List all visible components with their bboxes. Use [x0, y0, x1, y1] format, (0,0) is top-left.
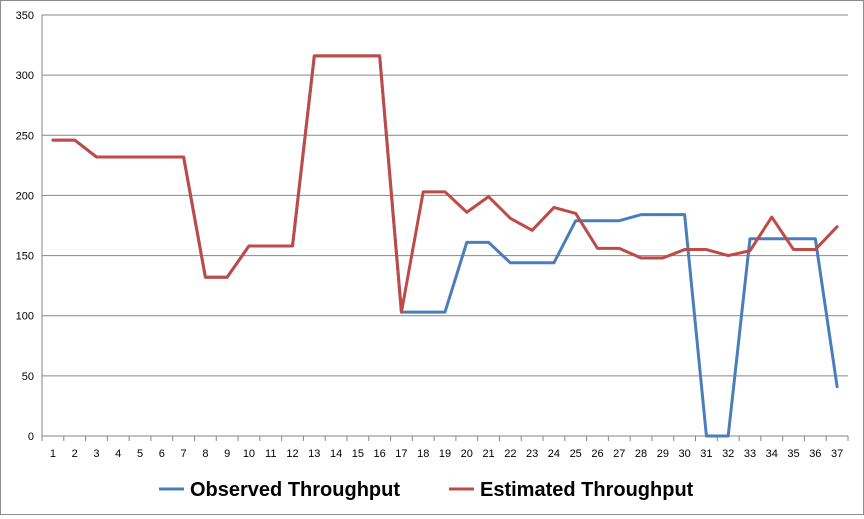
- x-tick-label: 18: [417, 448, 429, 460]
- y-tick-label: 200: [16, 190, 34, 202]
- x-tick-label: 29: [657, 448, 669, 460]
- x-tick-label: 16: [374, 448, 386, 460]
- y-axis-tick-labels: 0 50 100 150 200 250 300 350: [16, 10, 34, 443]
- x-tick-label: 24: [548, 448, 560, 460]
- x-tick-label: 20: [461, 448, 473, 460]
- x-tick-label: 2: [72, 448, 78, 460]
- x-tick-label: 4: [115, 448, 121, 460]
- x-tick-label: 6: [159, 448, 165, 460]
- x-tick-label: 36: [809, 448, 821, 460]
- y-tick-label: 50: [22, 371, 34, 383]
- x-tick-label: 15: [352, 448, 364, 460]
- x-axis-tick-labels: 1 2 3 4 5 6 7 8 9 10 11 12 13 14 15 16 17 18 19 20 21 22 23 24 2…: [50, 448, 843, 460]
- x-tick-label: 11: [265, 448, 276, 460]
- x-tick-label: 31: [700, 448, 712, 460]
- x-tick-label: 34: [766, 448, 778, 460]
- x-tick-label: 12: [286, 448, 298, 460]
- x-tick-label: 26: [591, 448, 603, 460]
- x-tick-label: 30: [678, 448, 690, 460]
- series-line-observed: [51, 54, 839, 438]
- x-tick-label: 22: [504, 448, 516, 460]
- x-tick-label: 21: [482, 448, 494, 460]
- y-tick-label: 350: [16, 10, 34, 22]
- x-tick-label: 13: [308, 448, 320, 460]
- x-tick-label: 14: [330, 448, 342, 460]
- x-tick-label: 1: [50, 448, 56, 460]
- legend-label-observed: Observed Throughput: [190, 479, 400, 501]
- x-tick-label: 5: [137, 448, 143, 460]
- x-tick-label: 32: [722, 448, 734, 460]
- x-tick-label: 3: [93, 448, 99, 460]
- x-tick-label: 23: [526, 448, 538, 460]
- legend: Observed Throughput Estimated Throughput: [159, 479, 694, 501]
- axes: [41, 15, 849, 441]
- y-tick-label: 250: [16, 130, 34, 142]
- x-tick-label: 10: [243, 448, 255, 460]
- series-lines: [51, 54, 839, 438]
- x-tick-label: 37: [831, 448, 843, 460]
- series-line-estimated: [51, 54, 839, 314]
- x-tick-label: 35: [787, 448, 799, 460]
- gridlines: [42, 14, 848, 377]
- y-tick-label: 150: [16, 251, 34, 263]
- x-tick-label: 17: [395, 448, 407, 460]
- x-tick-label: 9: [224, 448, 230, 460]
- y-tick-label: 100: [16, 311, 34, 323]
- x-tick-label: 25: [570, 448, 582, 460]
- x-tick-label: 19: [439, 448, 451, 460]
- x-tick-label: 33: [744, 448, 756, 460]
- x-tick-label: 7: [181, 448, 187, 460]
- y-tick-label: 300: [16, 70, 34, 82]
- y-tick-label: 0: [28, 431, 34, 443]
- x-tick-label: 28: [635, 448, 647, 460]
- x-tick-label: 27: [613, 448, 625, 460]
- legend-label-estimated: Estimated Throughput: [480, 479, 694, 501]
- x-tick-label: 8: [202, 448, 208, 460]
